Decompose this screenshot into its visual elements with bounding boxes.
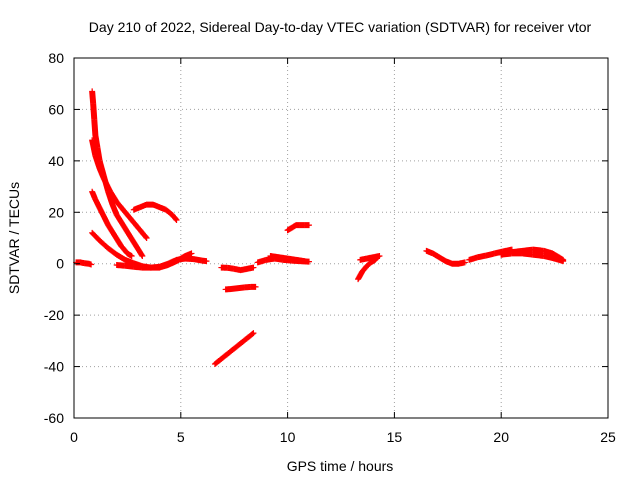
plot-frame [73, 57, 609, 419]
data-point [128, 253, 135, 259]
data-point-segment [85, 260, 94, 268]
data-point [203, 258, 210, 265]
data-point-segment [111, 232, 124, 248]
series-arc-16 [423, 247, 468, 267]
y-tick-label: 0 [56, 256, 64, 272]
data-point-segment [244, 330, 256, 342]
data-point-segment [139, 229, 149, 241]
data-point-segment [120, 206, 132, 220]
data-point [188, 250, 195, 257]
data-point-segment [96, 165, 107, 181]
data-point-segment [126, 214, 139, 228]
data-point-segment [89, 229, 102, 243]
x-tick-label: 5 [177, 429, 185, 445]
tick-layer: 0 5 10 15 20 25 -60 -40 -20 0 20 40 60 80 [44, 50, 616, 445]
data-point-segment [132, 222, 145, 235]
series-arc-15 [357, 253, 383, 263]
data-point-segment [231, 341, 243, 352]
data-point [376, 253, 383, 259]
data-point [173, 217, 180, 223]
data-point [560, 258, 567, 265]
chart-title: Day 210 of 2022, Sidereal Day-to-day VTE… [89, 19, 592, 35]
data-point-segment [211, 356, 224, 367]
x-tick-label: 10 [280, 429, 296, 445]
series-arc-1 [73, 259, 95, 268]
data-point [88, 261, 95, 268]
x-tick-label: 25 [600, 429, 616, 445]
data-point-segment [96, 237, 111, 251]
grid-layer [74, 58, 608, 418]
data-point [461, 259, 468, 266]
series-arc-9 [222, 283, 259, 293]
data-point [301, 258, 308, 265]
data-point-segment [109, 201, 120, 217]
data-point-segment [218, 351, 230, 362]
y-tick-label: 20 [48, 204, 64, 220]
x-axis-label: GPS time / hours [287, 458, 394, 474]
series-arc-2 [89, 88, 146, 259]
y-tick-label: 60 [48, 101, 64, 117]
series-arc-8 [211, 330, 257, 367]
y-axis-label: SDTVAR / TECUs [6, 182, 22, 294]
y-tick-label: 80 [48, 50, 64, 66]
data-point-segment [120, 222, 132, 238]
data-point-segment [92, 196, 105, 215]
data-point [252, 283, 259, 290]
data-point-segment [363, 260, 374, 270]
data-point-segment [169, 211, 179, 223]
series-arc-12 [267, 253, 308, 265]
data-point-segment [117, 242, 130, 256]
data-point-segment [113, 211, 126, 228]
data-point-segment [132, 242, 145, 259]
data-point [305, 222, 312, 229]
data-point [250, 264, 257, 271]
series-layer [73, 88, 567, 367]
data-point-segment [92, 152, 103, 171]
series-arc-4 [89, 188, 135, 259]
series-arc-3 [89, 137, 150, 241]
data-point-segment [105, 245, 119, 257]
data-point-segment [98, 209, 111, 228]
series-arc-6 [113, 255, 210, 271]
data-point [139, 253, 146, 259]
data-point-segment [105, 222, 118, 238]
data-point [143, 235, 150, 241]
data-point-segment [126, 232, 139, 248]
series-arc-10 [218, 264, 257, 274]
data-point-segment [224, 346, 237, 357]
data-point-segment [359, 264, 369, 275]
x-tick-label: 0 [70, 429, 78, 445]
y-tick-label: -60 [44, 410, 64, 426]
x-tick-label: 15 [387, 429, 403, 445]
data-point-segment [100, 175, 113, 194]
y-tick-label: -40 [44, 359, 64, 375]
series-arc-7 [130, 201, 180, 223]
x-tick-label: 20 [493, 429, 509, 445]
y-tick-label: 40 [48, 153, 64, 169]
data-point-segment [162, 206, 175, 218]
y-tick-label: -20 [44, 307, 64, 323]
data-point-segment [237, 336, 250, 347]
series-arc-13 [284, 222, 312, 234]
data-point-segment [107, 188, 120, 205]
data-point [250, 330, 257, 337]
series-arc-19 [498, 250, 567, 265]
data-point-segment [113, 199, 126, 212]
